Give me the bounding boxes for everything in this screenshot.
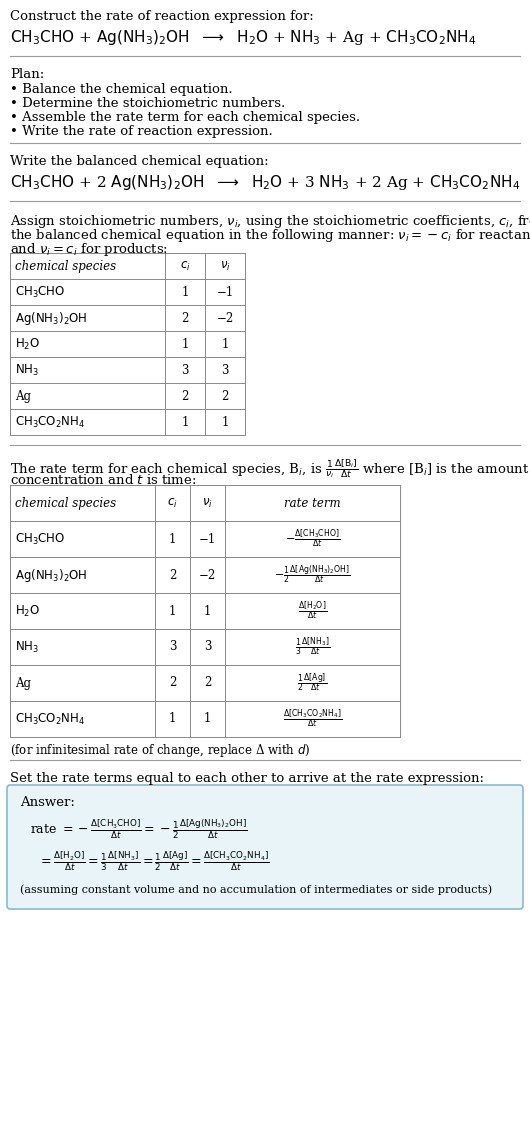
- Text: rate term: rate term: [284, 496, 341, 510]
- Text: • Write the rate of reaction expression.: • Write the rate of reaction expression.: [10, 125, 273, 138]
- Text: (assuming constant volume and no accumulation of intermediates or side products): (assuming constant volume and no accumul…: [20, 884, 492, 894]
- Text: 2: 2: [222, 389, 228, 403]
- Text: −1: −1: [199, 533, 216, 545]
- Text: • Balance the chemical equation.: • Balance the chemical equation.: [10, 83, 233, 96]
- Text: 1: 1: [169, 533, 176, 545]
- Text: $\nu_i$: $\nu_i$: [202, 496, 213, 510]
- Text: $\mathrm{NH_3}$: $\mathrm{NH_3}$: [15, 362, 39, 378]
- Text: 1: 1: [204, 712, 211, 726]
- Text: 3: 3: [181, 363, 189, 377]
- Text: 2: 2: [181, 389, 189, 403]
- Text: 2: 2: [169, 676, 176, 690]
- Text: The rate term for each chemical species, B$_i$, is $\frac{1}{\nu_i}\frac{\Delta[: The rate term for each chemical species,…: [10, 457, 529, 480]
- Text: $\nu_i$: $\nu_i$: [219, 259, 231, 272]
- Text: rate $= -\frac{\Delta[\mathrm{CH_3CHO}]}{\Delta t} = -\frac{1}{2}\frac{\Delta[\m: rate $= -\frac{\Delta[\mathrm{CH_3CHO}]}…: [30, 818, 248, 841]
- Text: concentration and $t$ is time:: concentration and $t$ is time:: [10, 473, 197, 487]
- Text: −1: −1: [216, 286, 234, 298]
- Text: $\mathrm{NH_3}$: $\mathrm{NH_3}$: [15, 640, 39, 654]
- Text: chemical species: chemical species: [15, 259, 116, 272]
- Text: Ag: Ag: [15, 676, 31, 690]
- Text: $\mathrm{CH_3CHO}$: $\mathrm{CH_3CHO}$: [15, 531, 65, 546]
- Text: −2: −2: [216, 312, 234, 324]
- Text: 1: 1: [204, 604, 211, 618]
- Text: 2: 2: [204, 676, 211, 690]
- Text: the balanced chemical equation in the following manner: $\nu_i = -c_i$ for react: the balanced chemical equation in the fo…: [10, 226, 530, 244]
- Text: Assign stoichiometric numbers, $\nu_i$, using the stoichiometric coefficients, $: Assign stoichiometric numbers, $\nu_i$, …: [10, 213, 530, 230]
- Text: 1: 1: [181, 338, 189, 351]
- Text: $-\frac{\Delta[\mathrm{CH_3CHO}]}{\Delta t}$: $-\frac{\Delta[\mathrm{CH_3CHO}]}{\Delta…: [285, 528, 340, 551]
- FancyBboxPatch shape: [7, 785, 523, 909]
- Text: $\frac{\Delta[\mathrm{CH_3CO_2NH_4}]}{\Delta t}$: $\frac{\Delta[\mathrm{CH_3CO_2NH_4}]}{\D…: [283, 708, 342, 731]
- Text: 2: 2: [181, 312, 189, 324]
- Text: $\mathrm{CH_3CO_2NH_4}$: $\mathrm{CH_3CO_2NH_4}$: [15, 711, 85, 726]
- Text: $c_i$: $c_i$: [180, 259, 190, 272]
- Text: and $\nu_i = c_i$ for products:: and $\nu_i = c_i$ for products:: [10, 241, 168, 258]
- Text: $\mathrm{CH_3CHO}$ + $\mathrm{Ag(NH_3)_2OH}$  $\longrightarrow$  $\mathrm{H_2O}$: $\mathrm{CH_3CHO}$ + $\mathrm{Ag(NH_3)_2…: [10, 28, 476, 47]
- Text: • Determine the stoichiometric numbers.: • Determine the stoichiometric numbers.: [10, 97, 285, 110]
- Text: (for infinitesimal rate of change, replace Δ with $d$): (for infinitesimal rate of change, repla…: [10, 742, 311, 759]
- Text: −2: −2: [199, 569, 216, 582]
- Text: 1: 1: [169, 604, 176, 618]
- Text: $\frac{1}{2}\frac{\Delta[\mathrm{Ag}]}{\Delta t}$: $\frac{1}{2}\frac{\Delta[\mathrm{Ag}]}{\…: [297, 671, 328, 694]
- Text: $\mathrm{Ag(NH_3)_2OH}$: $\mathrm{Ag(NH_3)_2OH}$: [15, 567, 87, 584]
- Text: $\mathrm{CH_3CHO}$: $\mathrm{CH_3CHO}$: [15, 284, 65, 299]
- Text: Set the rate terms equal to each other to arrive at the rate expression:: Set the rate terms equal to each other t…: [10, 772, 484, 785]
- Text: $\mathrm{H_2O}$: $\mathrm{H_2O}$: [15, 603, 40, 619]
- Text: 3: 3: [169, 641, 176, 653]
- Text: $= \frac{\Delta[\mathrm{H_2O}]}{\Delta t} = \frac{1}{3}\frac{\Delta[\mathrm{NH_3: $= \frac{\Delta[\mathrm{H_2O}]}{\Delta t…: [38, 850, 270, 873]
- Text: Construct the rate of reaction expression for:: Construct the rate of reaction expressio…: [10, 10, 314, 23]
- Text: 3: 3: [204, 641, 211, 653]
- Text: 2: 2: [169, 569, 176, 582]
- Text: $\mathrm{CH_3CO_2NH_4}$: $\mathrm{CH_3CO_2NH_4}$: [15, 414, 85, 429]
- Text: 1: 1: [222, 415, 228, 429]
- Text: 1: 1: [169, 712, 176, 726]
- Text: $c_i$: $c_i$: [167, 496, 178, 510]
- Text: Ag: Ag: [15, 389, 31, 403]
- Text: chemical species: chemical species: [15, 496, 116, 510]
- Text: $\mathrm{CH_3CHO}$ + 2 $\mathrm{Ag(NH_3)_2OH}$  $\longrightarrow$  $\mathrm{H_2O: $\mathrm{CH_3CHO}$ + 2 $\mathrm{Ag(NH_3)…: [10, 173, 520, 192]
- Text: $\frac{1}{3}\frac{\Delta[\mathrm{NH_3}]}{\Delta t}$: $\frac{1}{3}\frac{\Delta[\mathrm{NH_3}]}…: [295, 635, 330, 659]
- Text: 3: 3: [221, 363, 229, 377]
- Text: Plan:: Plan:: [10, 68, 44, 81]
- Text: 1: 1: [222, 338, 228, 351]
- Text: $\frac{\Delta[\mathrm{H_2O}]}{\Delta t}$: $\frac{\Delta[\mathrm{H_2O}]}{\Delta t}$: [298, 600, 327, 622]
- Text: • Assemble the rate term for each chemical species.: • Assemble the rate term for each chemic…: [10, 112, 360, 124]
- Text: 1: 1: [181, 286, 189, 298]
- Text: $\mathrm{H_2O}$: $\mathrm{H_2O}$: [15, 337, 40, 352]
- Text: 1: 1: [181, 415, 189, 429]
- Text: $-\frac{1}{2}\frac{\Delta[\mathrm{Ag(NH_3)_2OH}]}{\Delta t}$: $-\frac{1}{2}\frac{\Delta[\mathrm{Ag(NH_…: [274, 563, 351, 586]
- Text: Answer:: Answer:: [20, 795, 75, 809]
- Text: $\mathrm{Ag(NH_3)_2OH}$: $\mathrm{Ag(NH_3)_2OH}$: [15, 310, 87, 327]
- Text: Write the balanced chemical equation:: Write the balanced chemical equation:: [10, 155, 269, 168]
